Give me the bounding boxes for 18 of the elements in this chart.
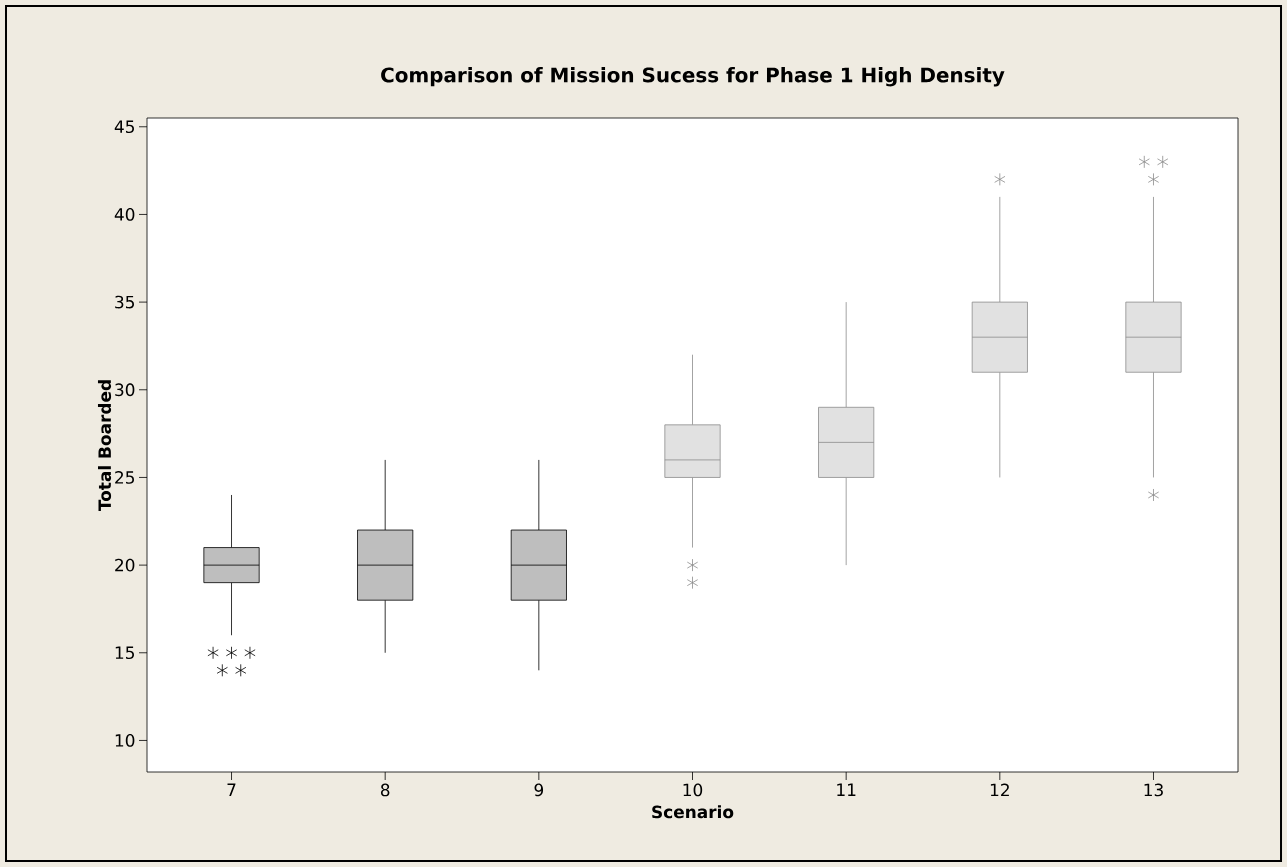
x-tick-label: 11: [837, 783, 856, 796]
chart-title: Comparison of Mission Sucess for Phase 1 High Density: [381, 67, 1005, 87]
y-tick-label: 10: [115, 734, 135, 747]
y-axis-title: Total Boarded: [97, 380, 112, 512]
y-tick-label: 45: [114, 120, 134, 134]
x-tick-label: 7: [227, 783, 236, 796]
x-tick-label: 10: [683, 783, 703, 797]
y-tick-label: 25: [115, 471, 134, 484]
y-tick-label: 40: [114, 208, 135, 221]
x-tick-label: 13: [1144, 783, 1163, 797]
x-tick-label: 12: [990, 783, 1009, 797]
y-tick-label: 30: [115, 383, 135, 397]
y-tick-label: 20: [115, 558, 135, 572]
x-tick-label: 9: [534, 783, 544, 797]
y-tick-label: 15: [115, 646, 134, 660]
x-axis-title: Scenario: [652, 805, 734, 819]
y-tick-label: 35: [115, 295, 134, 309]
x-tick-label: 8: [380, 783, 390, 797]
